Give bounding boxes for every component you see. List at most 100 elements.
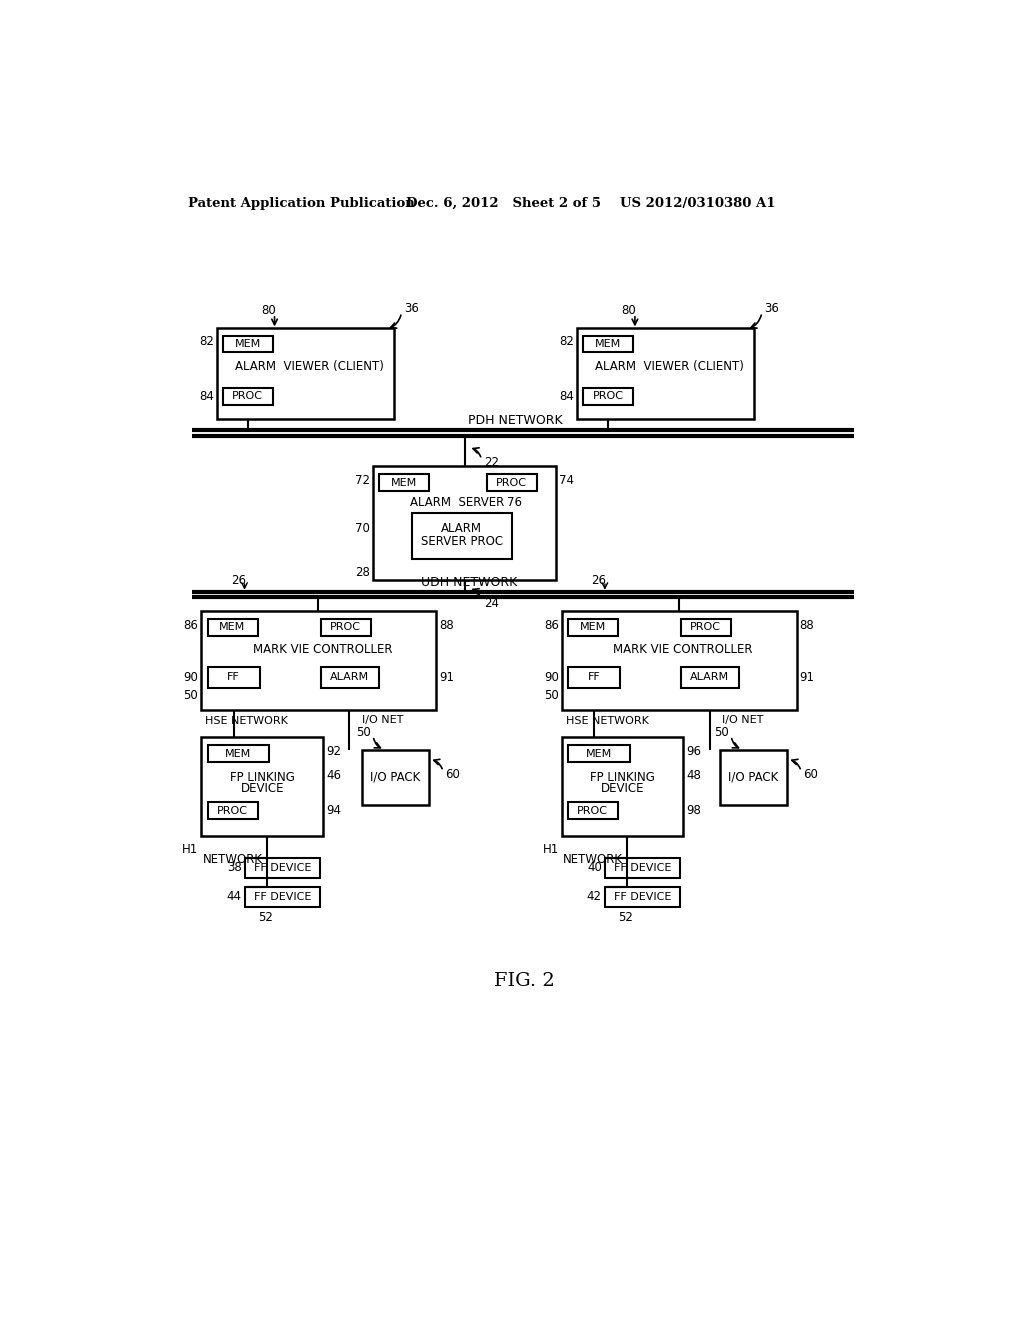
Text: PROC: PROC [330, 622, 360, 632]
Bar [223, 335, 273, 352]
Text: ALARM  VIEWER (CLIENT): ALARM VIEWER (CLIENT) [595, 360, 744, 372]
Text: 24: 24 [484, 597, 499, 610]
Text: FF DEVICE: FF DEVICE [614, 892, 672, 902]
Text: H1: H1 [543, 843, 559, 857]
Bar [568, 744, 630, 762]
Text: 82: 82 [199, 335, 214, 348]
Bar [605, 858, 680, 878]
Text: 92: 92 [326, 744, 341, 758]
Text: FIG. 2: FIG. 2 [495, 972, 555, 990]
Bar [562, 611, 797, 710]
Text: 42: 42 [587, 890, 602, 903]
Bar [208, 803, 258, 818]
Text: 91: 91 [439, 671, 455, 684]
Text: 70: 70 [355, 521, 370, 535]
Text: MEM: MEM [391, 478, 417, 487]
Bar [681, 667, 739, 688]
Bar [245, 858, 319, 878]
Text: 26: 26 [591, 574, 606, 587]
Text: 22: 22 [484, 455, 499, 469]
Text: 60: 60 [444, 768, 460, 781]
Text: 60: 60 [803, 768, 817, 781]
Text: FP LINKING: FP LINKING [229, 771, 295, 784]
Text: 90: 90 [544, 671, 559, 684]
Text: MARK VIE CONTROLLER: MARK VIE CONTROLLER [613, 643, 753, 656]
Bar [321, 667, 379, 688]
Text: Patent Application Publication: Patent Application Publication [188, 197, 415, 210]
Bar [568, 803, 617, 818]
Text: NETWORK: NETWORK [563, 853, 624, 866]
Text: 86: 86 [544, 619, 559, 631]
Text: 80: 80 [622, 304, 636, 317]
Text: SERVER PROC: SERVER PROC [421, 536, 503, 548]
Text: MEM: MEM [580, 622, 605, 632]
Text: UDH NETWORK: UDH NETWORK [421, 576, 517, 589]
Text: ALARM: ALARM [690, 672, 729, 682]
Text: MARK VIE CONTROLLER: MARK VIE CONTROLLER [253, 643, 392, 656]
Text: FP LINKING: FP LINKING [590, 771, 655, 784]
Text: 76: 76 [507, 496, 522, 510]
Text: 74: 74 [559, 474, 574, 487]
Bar [578, 327, 755, 418]
Text: I/O NET: I/O NET [361, 715, 402, 726]
Text: I/O PACK: I/O PACK [728, 771, 778, 784]
Text: 50: 50 [544, 689, 559, 702]
Bar [412, 512, 512, 558]
Bar [245, 887, 319, 907]
Bar [202, 611, 436, 710]
Text: PROC: PROC [578, 805, 608, 816]
Text: MEM: MEM [219, 622, 246, 632]
Text: 46: 46 [326, 770, 341, 783]
Text: 50: 50 [183, 689, 199, 702]
Text: PROC: PROC [232, 391, 263, 401]
Bar [584, 335, 634, 352]
Text: MEM: MEM [234, 339, 261, 348]
Bar [605, 887, 680, 907]
Text: 72: 72 [355, 474, 370, 487]
Text: 48: 48 [686, 770, 701, 783]
Text: I/O PACK: I/O PACK [371, 771, 421, 784]
Text: Dec. 6, 2012   Sheet 2 of 5: Dec. 6, 2012 Sheet 2 of 5 [407, 197, 601, 210]
Text: 86: 86 [183, 619, 199, 631]
Text: 26: 26 [230, 574, 246, 587]
Bar [217, 327, 394, 418]
Bar [373, 466, 556, 581]
Text: 40: 40 [587, 861, 602, 874]
Text: US 2012/0310380 A1: US 2012/0310380 A1 [621, 197, 776, 210]
Bar [568, 667, 621, 688]
Text: ALARM  SERVER: ALARM SERVER [410, 496, 504, 510]
Text: 52: 52 [258, 911, 272, 924]
Text: PROC: PROC [497, 478, 527, 487]
Text: PROC: PROC [593, 391, 624, 401]
Bar [681, 619, 731, 636]
Text: 96: 96 [686, 744, 701, 758]
Bar [202, 738, 323, 836]
Text: MEM: MEM [595, 339, 622, 348]
Text: FF DEVICE: FF DEVICE [614, 862, 672, 873]
Text: 88: 88 [800, 619, 814, 631]
Text: PROC: PROC [217, 805, 248, 816]
Bar [208, 744, 269, 762]
Text: HSE NETWORK: HSE NETWORK [565, 715, 648, 726]
Text: FF DEVICE: FF DEVICE [254, 862, 311, 873]
Bar [361, 750, 429, 805]
Bar [584, 388, 634, 405]
Bar [562, 738, 683, 836]
Text: HSE NETWORK: HSE NETWORK [205, 715, 288, 726]
Text: 84: 84 [559, 389, 574, 403]
Text: FF: FF [227, 672, 240, 682]
Text: 94: 94 [326, 804, 341, 817]
Text: 38: 38 [226, 861, 242, 874]
Bar [321, 619, 371, 636]
Text: PDH NETWORK: PDH NETWORK [468, 414, 563, 428]
Text: 44: 44 [226, 890, 242, 903]
Text: DEVICE: DEVICE [601, 781, 644, 795]
Text: PROC: PROC [690, 622, 721, 632]
Text: DEVICE: DEVICE [241, 781, 284, 795]
Text: 50: 50 [356, 726, 371, 739]
Bar [720, 750, 787, 805]
Bar [568, 619, 617, 636]
Bar [487, 474, 538, 491]
Text: FF: FF [588, 672, 600, 682]
Bar [208, 619, 258, 636]
